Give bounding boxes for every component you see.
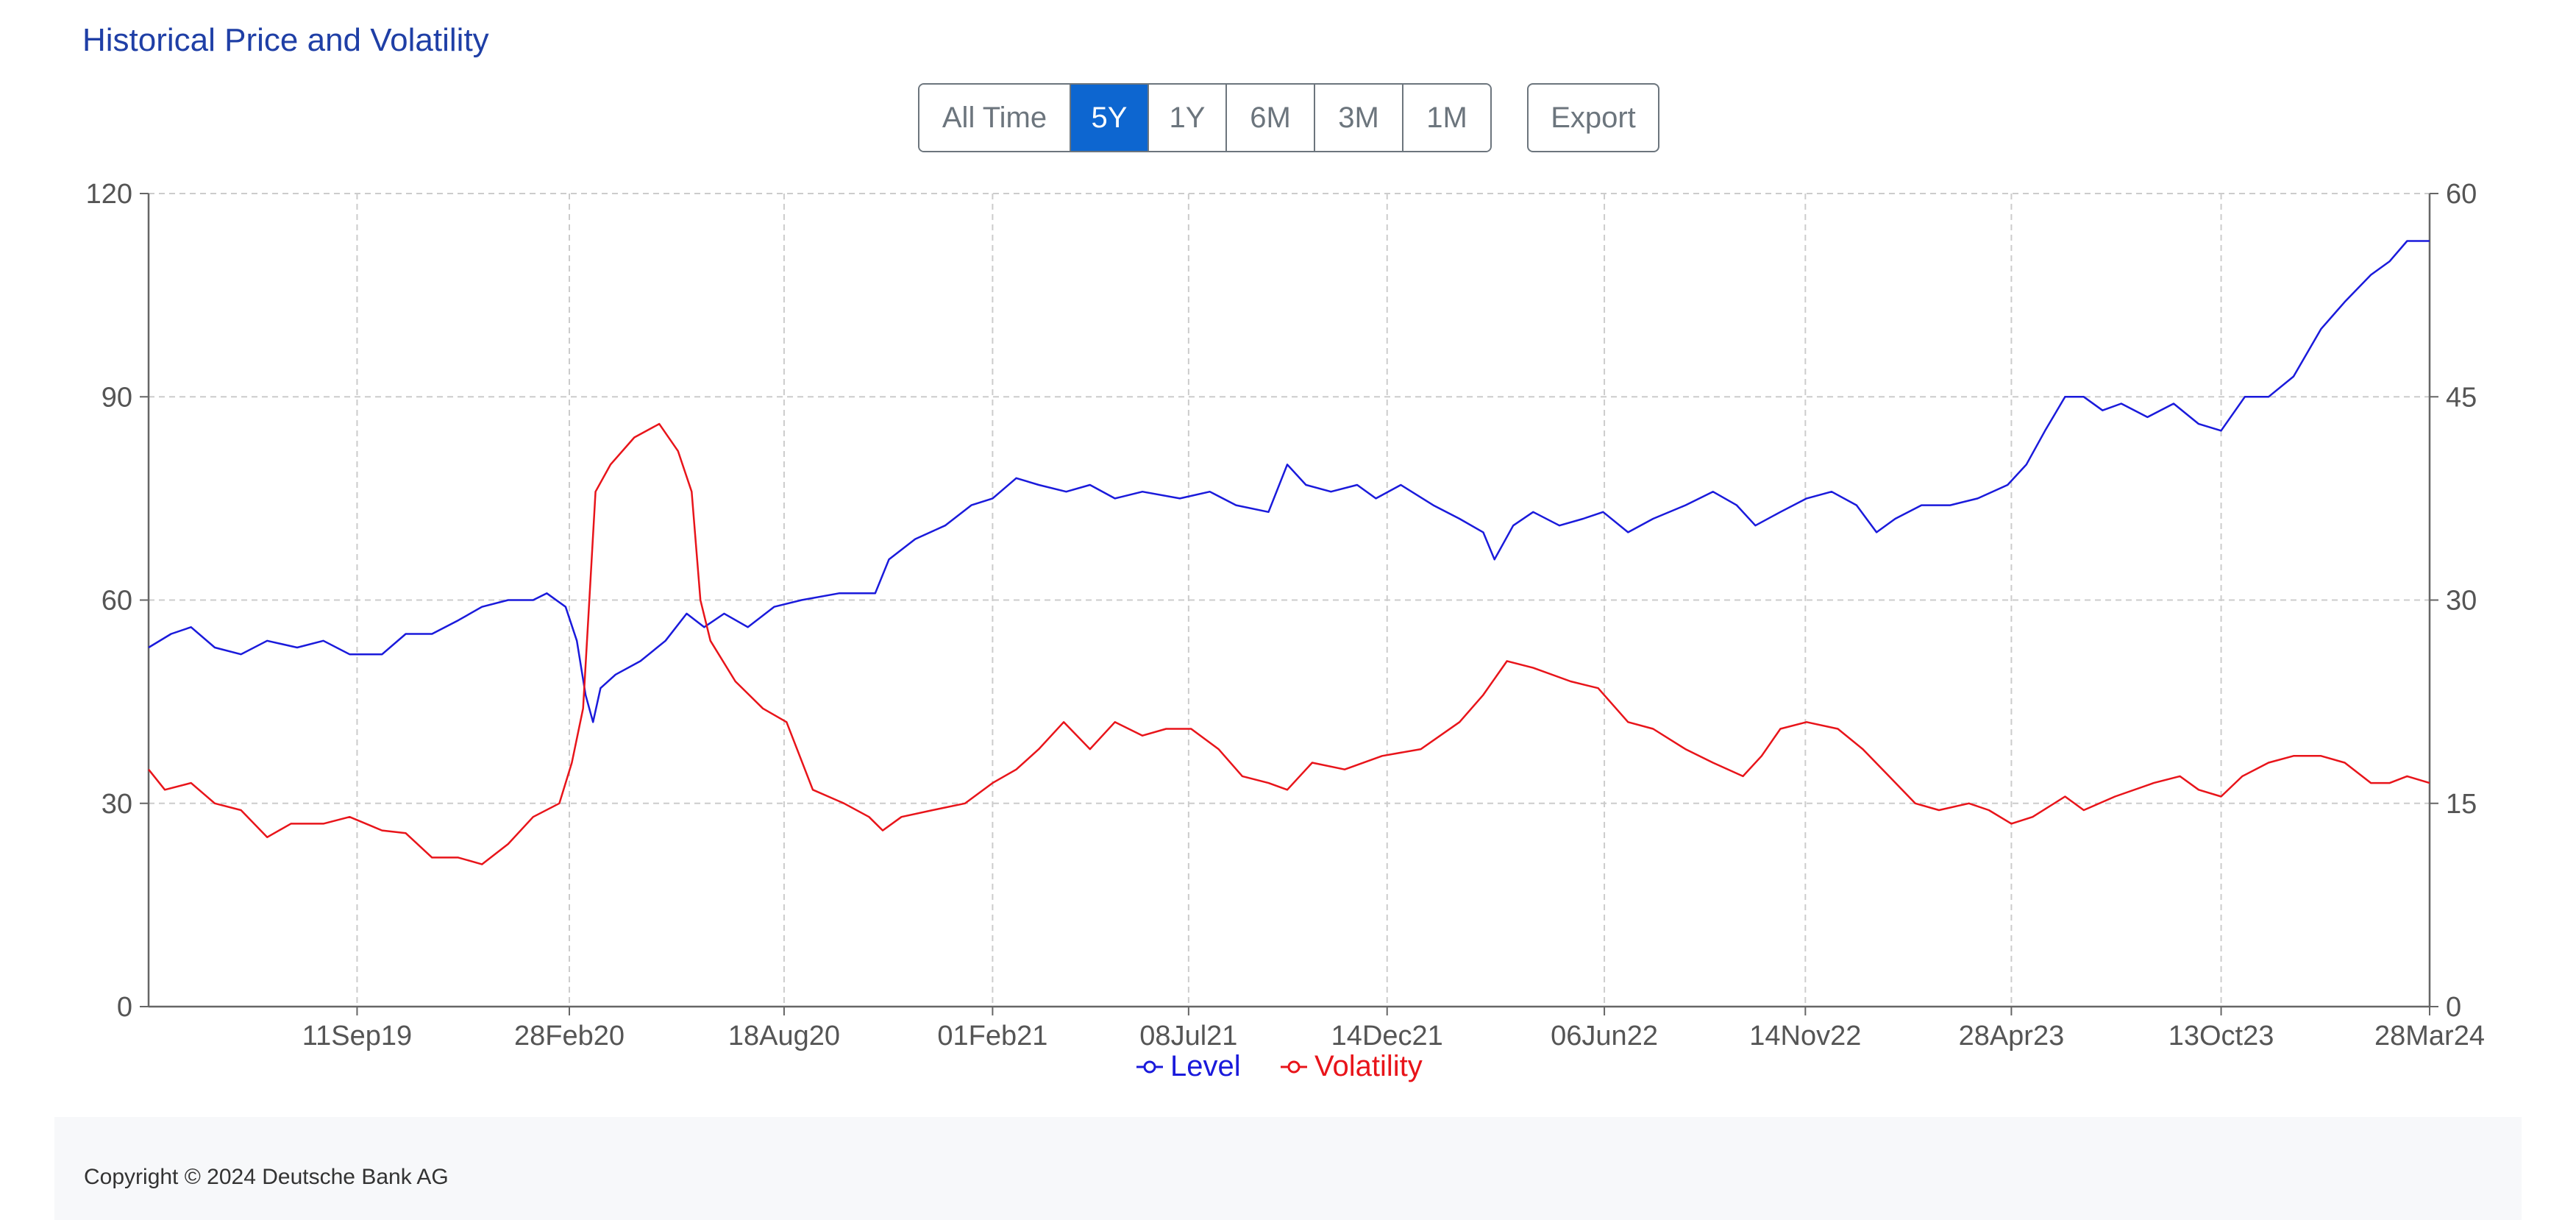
y-left-tick-label: 90 [102, 382, 132, 413]
range-button-1y[interactable]: 1Y [1148, 85, 1225, 151]
range-button-all-time[interactable]: All Time [919, 85, 1070, 151]
range-button-6m[interactable]: 6M [1225, 85, 1314, 151]
y-right-tick-label: 45 [2446, 382, 2477, 413]
y-right-tick-label: 15 [2446, 789, 2477, 820]
price-volatility-chart: 0 30 60 90 120 0 15 30 45 60 11Sep19 28Feb20 18Aug20… [86, 179, 2485, 1082]
y-right-tick-label: 30 [2446, 586, 2477, 617]
footer: Copyright © 2024 Deutsche Bank AG [54, 1117, 2522, 1220]
legend-marker-volatility [1287, 1060, 1301, 1074]
y-left-tick-label: 0 [117, 992, 132, 1023]
range-button-5y[interactable]: 5Y [1070, 85, 1148, 151]
legend-marker-level [1143, 1060, 1156, 1074]
series-line-level [148, 240, 2430, 723]
x-tick-label: 01Feb21 [937, 1021, 1047, 1051]
x-tick-label: 13Oct23 [2168, 1021, 2274, 1051]
x-tick-label: 14Dec21 [1331, 1021, 1443, 1051]
legend-label-volatility: Volatility [1314, 1050, 1423, 1082]
x-tick-label: 28Feb20 [514, 1021, 625, 1051]
x-tick-label: 28Apr23 [1959, 1021, 2065, 1051]
range-button-1m[interactable]: 1M [1402, 85, 1490, 151]
x-tick-label: 18Aug20 [728, 1021, 840, 1051]
x-tick-label: 14Nov22 [1749, 1021, 1861, 1051]
y-left-tick-label: 30 [102, 789, 132, 820]
x-tick-label: 08Jul21 [1139, 1021, 1237, 1051]
copyright-text: Copyright © 2024 Deutsche Bank AG [84, 1165, 449, 1189]
export-button[interactable]: Export [1527, 83, 1659, 152]
x-tick-label: 06Jun22 [1551, 1021, 1658, 1051]
chart-title: Historical Price and Volatility [82, 22, 489, 58]
y-right-tick-label: 0 [2446, 992, 2461, 1023]
y-right-tick-label: 60 [2446, 179, 2477, 210]
y-left-tick-label: 120 [86, 179, 132, 210]
range-button-3m[interactable]: 3M [1314, 85, 1402, 151]
x-tick-label: 28Mar24 [2374, 1021, 2485, 1051]
range-selector: All Time 5Y 1Y 6M 3M 1M [918, 83, 1492, 152]
y-left-tick-label: 60 [102, 586, 132, 617]
series-line-volatility [148, 422, 2430, 865]
x-tick-label: 11Sep19 [302, 1021, 412, 1051]
legend-label-level: Level [1170, 1050, 1241, 1082]
